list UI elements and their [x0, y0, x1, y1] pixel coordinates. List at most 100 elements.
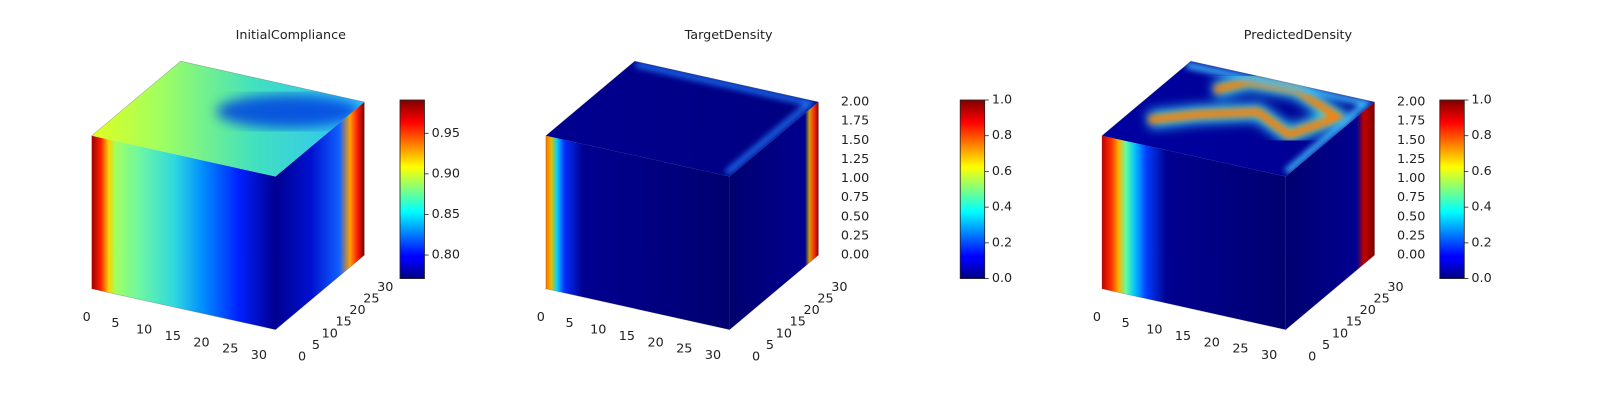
y-tick-label: 10 — [322, 326, 338, 341]
shade — [216, 95, 360, 128]
z-tick-label: 0.50 — [1397, 209, 1425, 224]
colorbar-tick-label: 0.85 — [432, 207, 460, 222]
colorbar-tick-label: 0.4 — [1471, 200, 1491, 215]
x-tick-label: 20 — [1204, 335, 1220, 350]
colorbar-tick-label: 0.0 — [1471, 271, 1491, 286]
colorbar-tick-label: 0.8 — [1471, 128, 1491, 143]
voxel-face-front — [91, 135, 276, 330]
x-tick-label: 10 — [590, 323, 606, 338]
x-tick-label: 15 — [619, 329, 635, 344]
colorbar-fill — [1439, 99, 1465, 279]
y-tick-label: 10 — [776, 326, 792, 341]
y-tick-label: 5 — [312, 338, 320, 353]
x-tick-label: 20 — [193, 335, 209, 350]
y-tick-label: 5 — [1322, 338, 1330, 353]
subplot-title: TargetDensity — [684, 28, 773, 43]
z-tick-label: 2.00 — [1397, 95, 1425, 110]
shade — [635, 61, 816, 176]
z-tick-label: 1.00 — [1397, 171, 1425, 186]
x-tick-label: 10 — [136, 323, 152, 338]
y-tick-label: 5 — [766, 338, 774, 353]
colorbar-tick-label: 0.0 — [992, 271, 1012, 286]
z-tick-label: 0.00 — [841, 248, 869, 263]
z-tick-label: 1.25 — [1397, 152, 1425, 167]
x-tick-label: 25 — [222, 342, 238, 357]
colorbar-fill — [399, 99, 425, 279]
x-tick-label: 25 — [1232, 342, 1248, 357]
y-tick-label: 0 — [1308, 350, 1316, 365]
colorbar-tick-label: 0.80 — [432, 248, 460, 263]
y-tick-label: 30 — [1387, 280, 1403, 295]
y-tick-label: 20 — [1360, 303, 1376, 318]
colorbar-tick-label: 0.8 — [992, 128, 1012, 143]
voxel-face-front — [545, 135, 730, 330]
colorbar-tick-label: 1.0 — [1471, 93, 1491, 108]
voxel-top-shading — [1148, 61, 1373, 175]
x-tick-label: 0 — [537, 310, 545, 325]
voxel-top-shading — [216, 95, 360, 128]
z-tick-label: 1.25 — [841, 152, 869, 167]
x-tick-label: 5 — [565, 316, 573, 331]
z-tick-label: 2.00 — [841, 95, 869, 110]
y-tick-label: 25 — [1373, 291, 1389, 306]
voxel-face-right — [1285, 102, 1375, 330]
subplot-title: PredictedDensity — [1244, 28, 1353, 43]
z-tick-label: 1.00 — [841, 171, 869, 186]
y-tick-label: 25 — [363, 291, 379, 306]
x-tick-label: 15 — [165, 329, 181, 344]
x-tick-label: 30 — [1261, 348, 1277, 363]
x-tick-label: 10 — [1146, 323, 1162, 338]
y-tick-label: 30 — [377, 280, 393, 295]
y-tick-label: 0 — [298, 350, 306, 365]
shade — [1185, 61, 1373, 175]
x-tick-label: 30 — [251, 348, 267, 363]
voxel-edge — [1101, 61, 1375, 330]
x-tick-label: 5 — [111, 316, 119, 331]
colorbar-tick-label: 0.95 — [432, 126, 460, 141]
voxel-top-shading — [635, 61, 816, 176]
x-tick-label: 5 — [1122, 316, 1130, 331]
colorbar-tick-label: 0.2 — [1471, 235, 1491, 250]
y-tick-label: 15 — [790, 315, 806, 330]
voxel-edge — [91, 61, 365, 330]
y-tick-label: 15 — [336, 315, 352, 330]
colorbar-tick-label: 0.6 — [992, 164, 1012, 179]
x-tick-label: 25 — [676, 342, 692, 357]
z-tick-label: 1.75 — [841, 114, 869, 129]
voxel-face-right — [729, 102, 819, 330]
x-tick-label: 30 — [705, 348, 721, 363]
y-tick-label: 10 — [1332, 326, 1348, 341]
z-tick-label: 0.75 — [1397, 190, 1425, 205]
colorbar-tick-label: 0.2 — [992, 235, 1012, 250]
z-tick-label: 0.25 — [1397, 228, 1425, 243]
z-tick-label: 0.75 — [841, 190, 869, 205]
z-tick-label: 0.25 — [841, 228, 869, 243]
z-tick-label: 1.50 — [1397, 133, 1425, 148]
y-tick-label: 0 — [752, 350, 760, 365]
x-tick-label: 15 — [1175, 329, 1191, 344]
x-tick-label: 0 — [83, 310, 91, 325]
colorbar-tick-label: 0.90 — [432, 166, 460, 181]
y-tick-label: 25 — [817, 291, 833, 306]
subplot-title: InitialCompliance — [236, 28, 346, 43]
y-tick-label: 30 — [831, 280, 847, 295]
z-tick-label: 0.00 — [1397, 248, 1425, 263]
y-tick-label: 20 — [349, 303, 365, 318]
x-tick-label: 0 — [1093, 310, 1101, 325]
colorbar-tick-label: 1.0 — [992, 93, 1012, 108]
z-tick-label: 0.50 — [841, 209, 869, 224]
voxel-face-right — [275, 102, 365, 330]
colorbar-tick-label: 0.6 — [1471, 164, 1491, 179]
y-tick-label: 20 — [803, 303, 819, 318]
colorbar-fill — [959, 99, 986, 279]
voxel-edge — [545, 61, 819, 330]
z-tick-label: 1.75 — [1397, 114, 1425, 129]
x-tick-label: 20 — [647, 335, 663, 350]
voxel-face-front — [1102, 135, 1286, 330]
colorbar-tick-label: 0.4 — [992, 200, 1012, 215]
